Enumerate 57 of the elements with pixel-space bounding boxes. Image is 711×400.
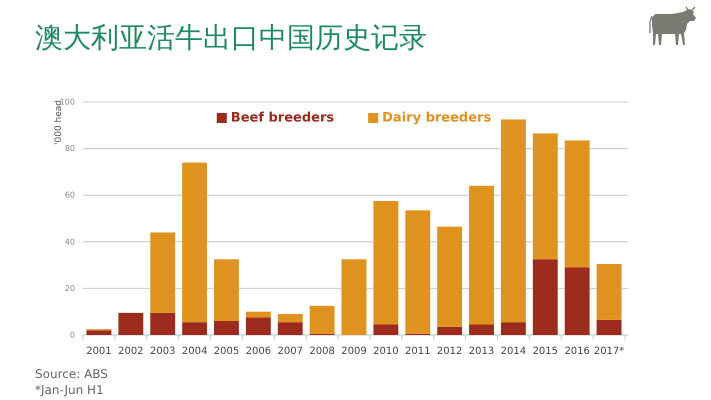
y-tick-label: 80	[64, 144, 75, 154]
title: 澳大利亚活牛出口中国历史记录	[35, 21, 427, 54]
legend-label: Dairy breeders	[382, 110, 492, 126]
bar	[373, 201, 398, 325]
bar	[532, 259, 558, 335]
x-tick-label: 2003	[150, 346, 176, 357]
y-tick-label: 0	[70, 330, 75, 340]
x-tick-label: 2006	[246, 346, 272, 357]
bar	[596, 320, 622, 335]
x-tick-label: 2005	[214, 346, 240, 357]
bar	[182, 322, 208, 335]
bar	[437, 326, 462, 335]
bar	[500, 322, 526, 335]
x-tick-label: 2012	[436, 346, 462, 357]
legend-label: Beef breeders	[230, 110, 334, 126]
x-tick-label: 2014	[500, 346, 526, 357]
bar	[342, 259, 366, 335]
y-tick-label: 20	[64, 284, 75, 293]
x-tick-label: 2007	[278, 346, 303, 357]
annotation: *Jan-Jun H1	[35, 383, 104, 397]
bar	[118, 312, 144, 335]
bar	[532, 133, 558, 260]
bar	[278, 314, 303, 322]
bar	[214, 321, 239, 335]
bar	[310, 306, 335, 334]
x-tick-label: 2004	[182, 346, 208, 357]
bar	[469, 186, 494, 325]
x-tick-label: 2001	[86, 346, 112, 357]
bar	[182, 162, 208, 322]
x-tick-label: 2002	[118, 346, 144, 357]
bar	[373, 324, 398, 335]
x-tick-label: 2016	[564, 346, 590, 357]
annotation: Source: ABS	[35, 367, 108, 381]
x-tick-label: 2017*	[594, 346, 624, 357]
x-tick-label: 2010	[373, 346, 399, 357]
bar	[564, 140, 590, 268]
bar	[596, 264, 622, 320]
bar	[500, 119, 526, 322]
y-tick-label: 100	[60, 98, 75, 106]
bar	[405, 210, 430, 334]
x-tick-label: 2013	[468, 346, 494, 357]
x-tick-label: 2011	[405, 346, 430, 357]
bar	[246, 312, 271, 318]
bar	[564, 267, 590, 335]
bar	[437, 226, 462, 327]
y-tick-label: 60	[64, 190, 75, 200]
x-tick-label: 2009	[341, 346, 367, 357]
bar	[150, 312, 176, 335]
bar	[86, 330, 112, 335]
bar	[246, 318, 271, 335]
x-tick-label: 2008	[309, 346, 335, 357]
bar	[278, 322, 303, 335]
y-tick-label: 40	[64, 237, 75, 246]
bar	[214, 259, 239, 322]
bar	[150, 232, 176, 313]
x-tick-label: 2015	[532, 346, 558, 357]
bar	[469, 324, 494, 335]
